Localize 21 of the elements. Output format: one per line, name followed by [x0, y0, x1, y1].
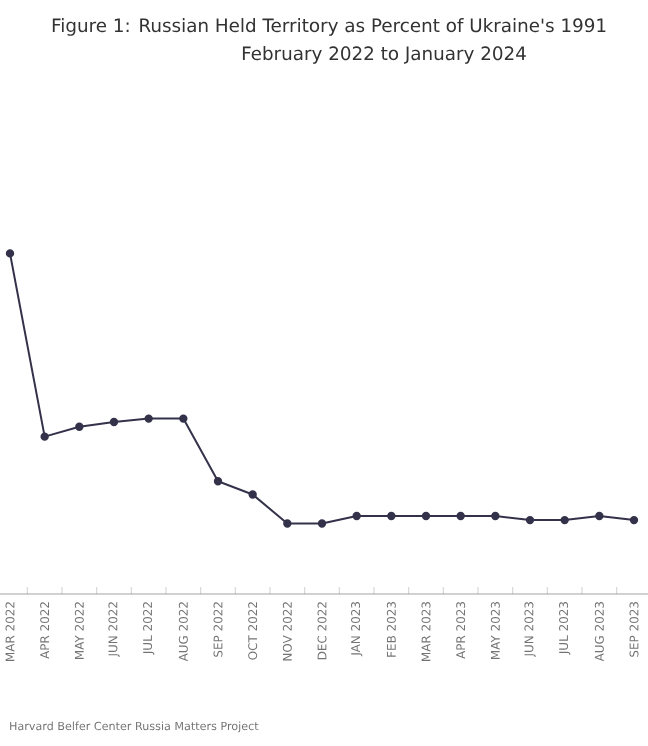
point: [75, 422, 84, 431]
point: [352, 511, 361, 521]
point: [317, 519, 327, 528]
point: [179, 414, 188, 423]
point: [248, 490, 257, 499]
point: [560, 515, 569, 525]
point: [421, 511, 431, 521]
point: [629, 515, 639, 525]
point: [213, 477, 223, 486]
point: [595, 511, 604, 521]
point: [109, 417, 119, 427]
point: [40, 432, 49, 441]
point: [387, 511, 396, 521]
point: [456, 511, 465, 521]
point: [144, 414, 153, 423]
point: [491, 511, 500, 521]
point: [525, 515, 535, 525]
point: [5, 249, 15, 258]
point: [283, 519, 292, 528]
chart-title: Figure 1: Russian Held Territory as Percent of Ukraine's 1991: [52, 18, 606, 36]
chart-subtitle: February 2022 to January 2024: [242, 46, 526, 64]
